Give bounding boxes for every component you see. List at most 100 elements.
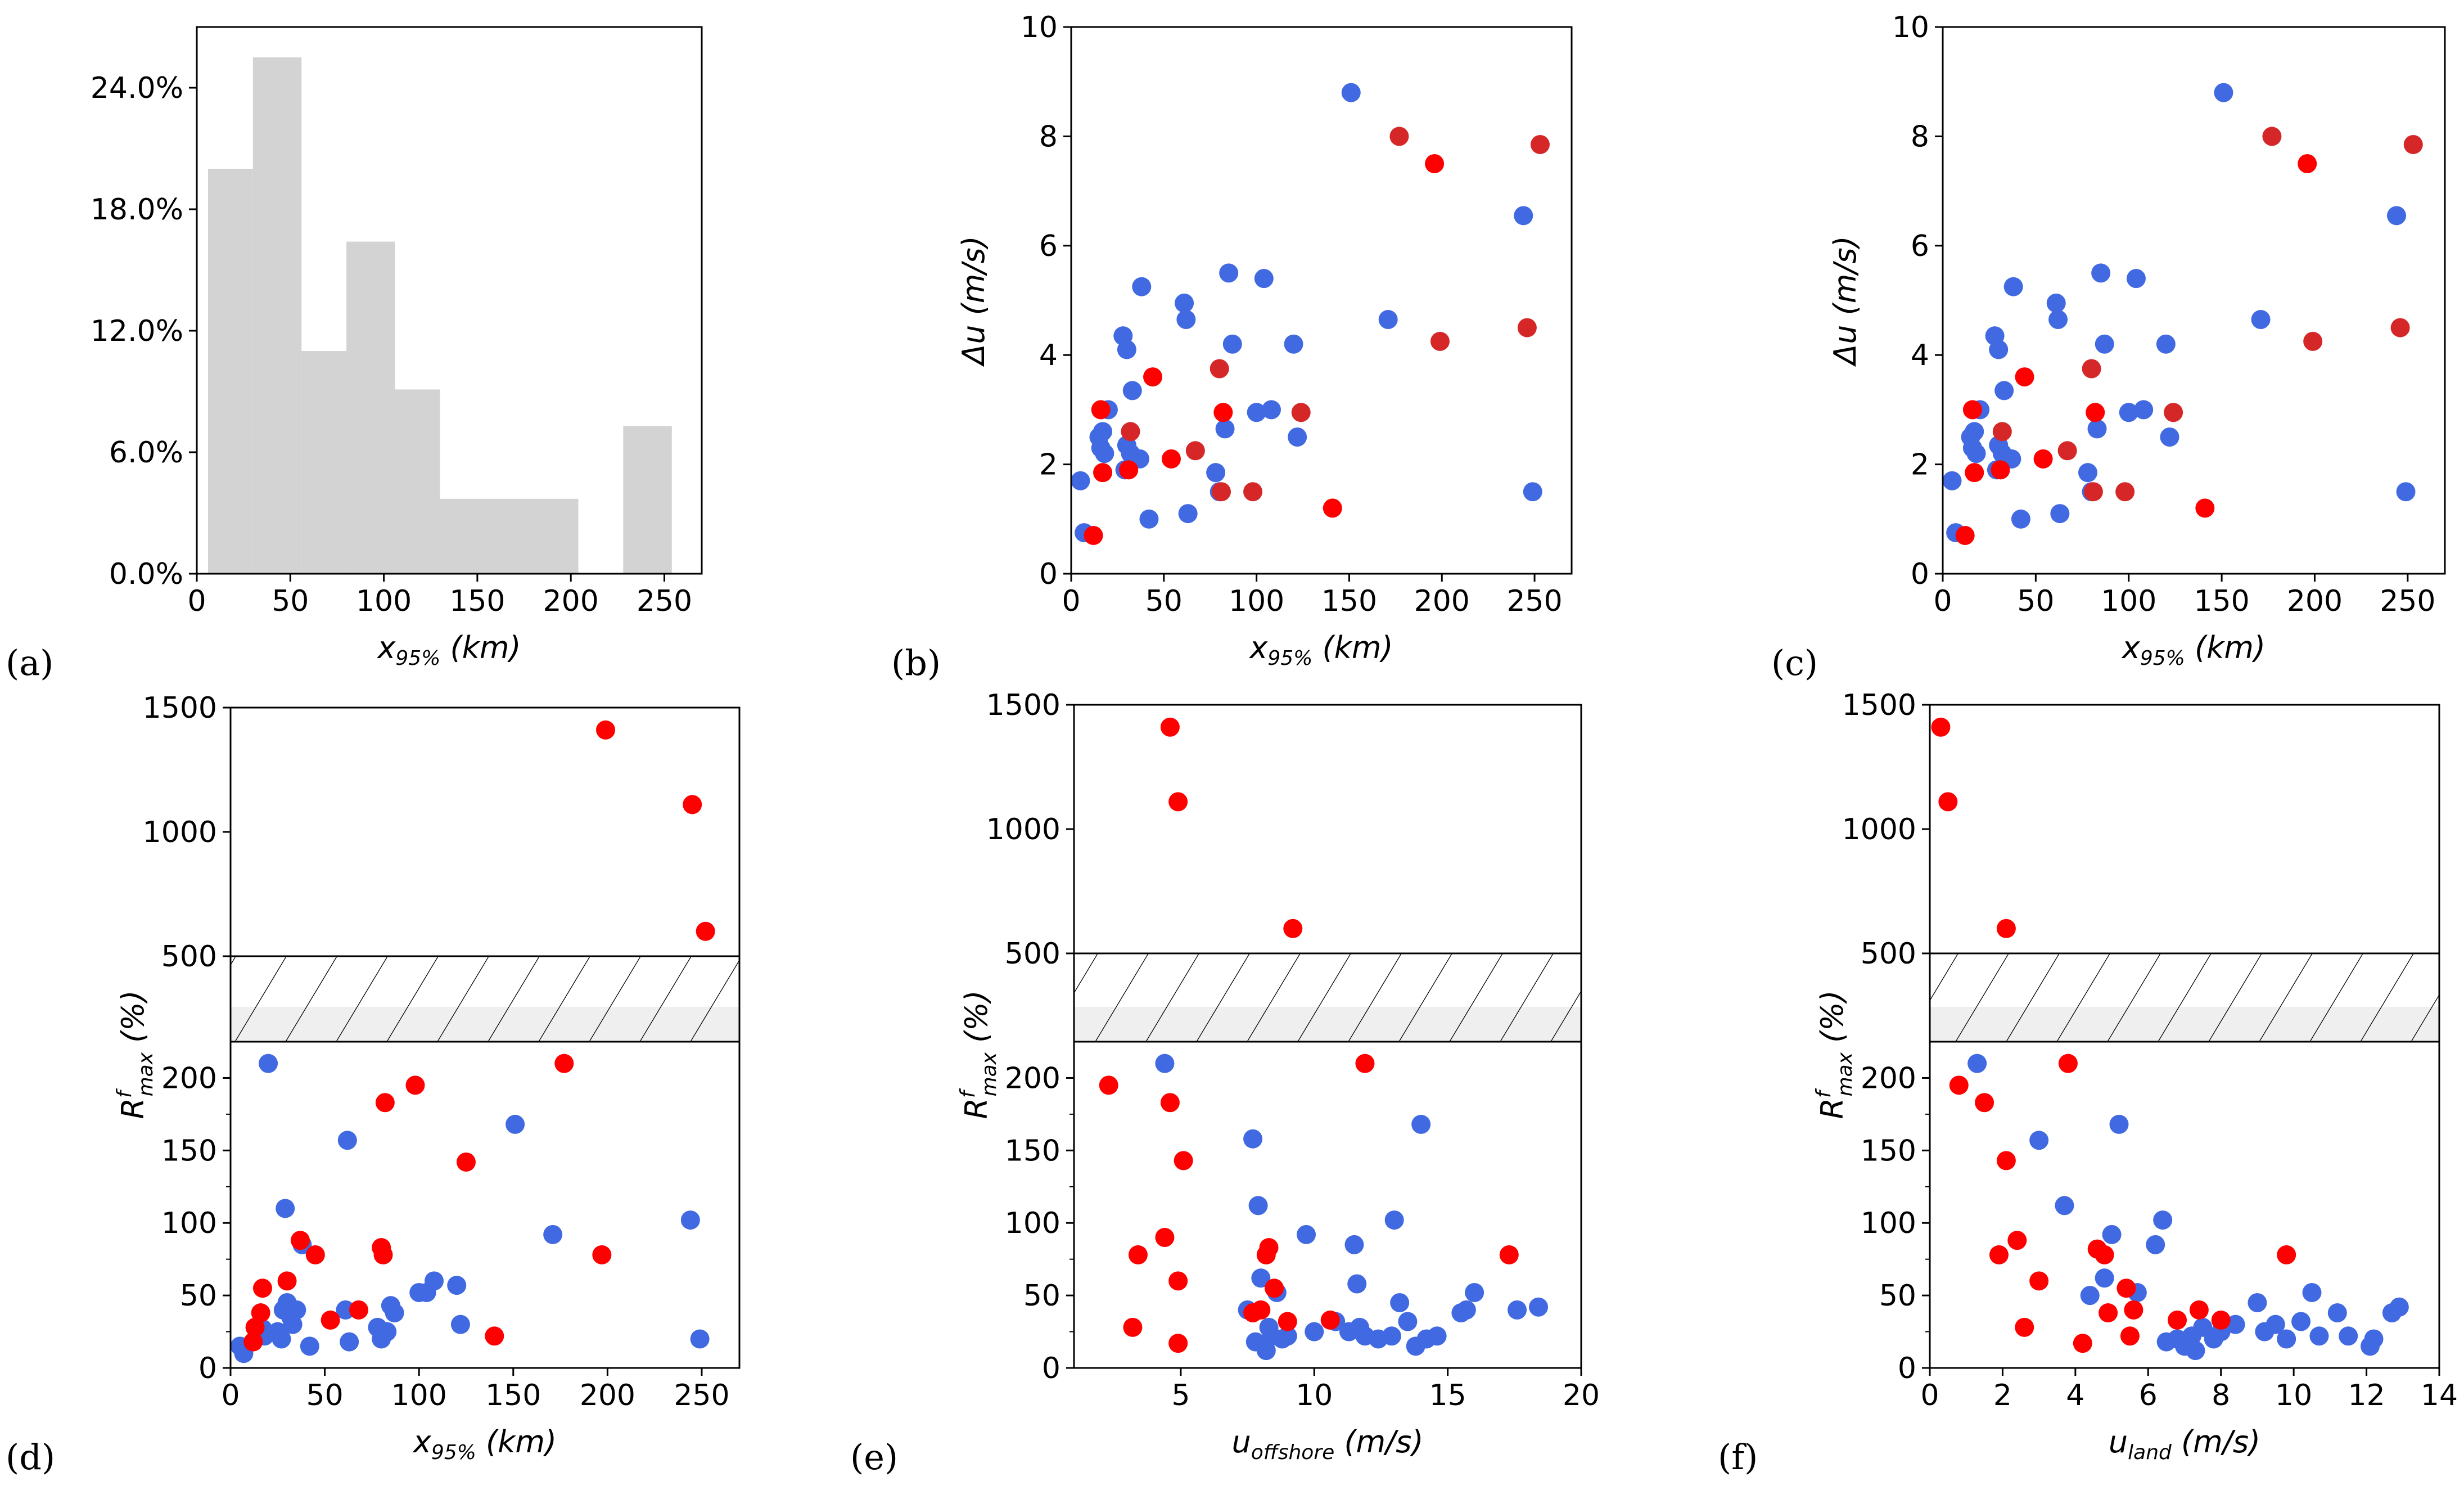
data-point-darkred bbox=[1243, 482, 1263, 502]
x-tick-label: 12 bbox=[2348, 1379, 2385, 1412]
data-point-blue bbox=[680, 1210, 700, 1230]
data-point-red bbox=[1091, 400, 1111, 420]
y-tick-label: 150 bbox=[1861, 1134, 1916, 1168]
data-point-darkred bbox=[1389, 127, 1409, 146]
data-point-blue bbox=[2134, 400, 2154, 420]
data-point-red bbox=[2277, 1245, 2296, 1264]
data-point-blue bbox=[1095, 444, 1114, 463]
data-point-red bbox=[2168, 1310, 2187, 1330]
data-point-blue bbox=[2364, 1329, 2384, 1349]
data-point-red bbox=[1160, 1093, 1180, 1113]
x-tick-label: 0 bbox=[1933, 584, 1952, 618]
data-point-blue bbox=[1071, 471, 1090, 490]
y-tick-label: 1000 bbox=[1842, 813, 1916, 847]
data-point-blue bbox=[337, 1131, 357, 1150]
x-tick-label: 250 bbox=[674, 1379, 729, 1412]
hist-bar bbox=[623, 426, 672, 574]
data-point-blue bbox=[1508, 1300, 1527, 1320]
data-point-red bbox=[2073, 1334, 2092, 1353]
x-tick-label: 50 bbox=[306, 1379, 344, 1412]
data-point-red bbox=[2120, 1326, 2140, 1346]
data-point-blue bbox=[2095, 334, 2114, 354]
y-tick-label: 12.0% bbox=[91, 314, 183, 348]
data-point-red bbox=[1499, 1245, 1519, 1264]
data-point-blue bbox=[450, 1315, 470, 1334]
data-point-red bbox=[1938, 792, 1958, 812]
panel-e-frame bbox=[1073, 704, 1582, 1369]
y-tick-label: 50 bbox=[180, 1279, 217, 1313]
panel-a-label: (a) bbox=[6, 642, 53, 683]
data-point-blue bbox=[2160, 427, 2179, 447]
panel-d-label: (d) bbox=[6, 1437, 55, 1478]
data-point-darkred bbox=[1185, 441, 1205, 461]
panel-f-ylabel: Rfmax (%) bbox=[1812, 990, 1857, 1119]
panel-d-frame bbox=[229, 706, 741, 1369]
data-point-red bbox=[2195, 498, 2215, 518]
data-point-red bbox=[1155, 1228, 1175, 1247]
x-tick-label: 200 bbox=[2287, 584, 2343, 618]
data-point-darkred bbox=[1992, 422, 2012, 442]
data-point-red bbox=[1931, 717, 1951, 737]
x-tick-label: 4 bbox=[2066, 1379, 2084, 1412]
panel-b-ylabel: Δu (m/s) bbox=[956, 236, 991, 367]
data-point-darkred bbox=[1530, 134, 1550, 154]
data-point-blue bbox=[2080, 1286, 2100, 1306]
y-tick-label: 500 bbox=[1005, 937, 1060, 971]
hist-bar bbox=[207, 169, 253, 574]
data-point-darkred bbox=[1210, 359, 1229, 379]
data-point-red bbox=[1996, 919, 2016, 938]
y-tick-label: 0 bbox=[198, 1352, 217, 1385]
data-point-blue bbox=[2251, 310, 2271, 330]
data-point-darkred bbox=[2403, 134, 2423, 154]
data-point-red bbox=[245, 1317, 265, 1337]
panel-e-xlabel: uoffshore (m/s) bbox=[1231, 1424, 1423, 1464]
data-point-red bbox=[305, 1245, 325, 1264]
data-point-blue bbox=[1347, 1274, 1367, 1294]
data-point-blue bbox=[2146, 1235, 2165, 1254]
y-tick-label: 200 bbox=[161, 1061, 217, 1095]
data-point-blue bbox=[425, 1271, 444, 1291]
data-point-darkred bbox=[2083, 482, 2103, 502]
data-point-red bbox=[2124, 1300, 2143, 1320]
data-point-red bbox=[349, 1300, 368, 1320]
x-tick-label: 50 bbox=[2017, 584, 2054, 618]
data-point-blue bbox=[447, 1276, 467, 1295]
data-point-red bbox=[1251, 1300, 1271, 1320]
data-point-darkred bbox=[2082, 359, 2101, 379]
data-point-blue bbox=[2277, 1329, 2296, 1349]
data-point-red bbox=[696, 921, 715, 941]
hist-bar bbox=[346, 241, 395, 574]
data-point-red bbox=[596, 720, 616, 740]
panel-c-label: (c) bbox=[1771, 642, 1818, 683]
x-tick-label: 100 bbox=[391, 1379, 447, 1412]
data-point-blue bbox=[2102, 1225, 2122, 1244]
data-point-blue bbox=[1117, 340, 1136, 359]
data-point-blue bbox=[506, 1114, 525, 1134]
data-point-red bbox=[2015, 1317, 2034, 1337]
data-point-blue bbox=[2046, 293, 2066, 313]
x-tick-label: 14 bbox=[2421, 1379, 2458, 1412]
y-tick-label: 2 bbox=[1911, 448, 1929, 482]
data-point-red bbox=[1168, 1271, 1188, 1291]
data-point-red bbox=[1320, 1310, 1340, 1330]
y-tick-label: 500 bbox=[161, 940, 217, 974]
data-point-red bbox=[456, 1152, 476, 1172]
y-tick-label: 4 bbox=[1039, 339, 1058, 372]
data-point-red bbox=[1143, 367, 1163, 387]
data-point-blue bbox=[1093, 422, 1113, 442]
data-point-red bbox=[2095, 1245, 2114, 1264]
data-point-red bbox=[2116, 1279, 2136, 1298]
data-point-blue bbox=[1284, 334, 1303, 354]
y-tick-label: 1500 bbox=[986, 688, 1060, 722]
y-tick-label: 0 bbox=[1042, 1352, 1060, 1385]
data-point-red bbox=[2298, 154, 2317, 173]
data-point-blue bbox=[690, 1329, 710, 1349]
panel-c-ylabel: Δu (m/s) bbox=[1827, 236, 1863, 367]
y-tick-label: 0 bbox=[1039, 557, 1058, 591]
data-point-blue bbox=[2126, 269, 2146, 289]
data-point-blue bbox=[1390, 1293, 1410, 1312]
panel-f: (f) 0 2 4 6 8 10 12 14 uland (m/s) 0 50 100 150 200 500… bbox=[1718, 688, 2458, 1478]
data-point-red bbox=[1323, 498, 1342, 518]
data-point-blue bbox=[2396, 482, 2416, 502]
data-point-blue bbox=[1344, 1235, 1364, 1254]
